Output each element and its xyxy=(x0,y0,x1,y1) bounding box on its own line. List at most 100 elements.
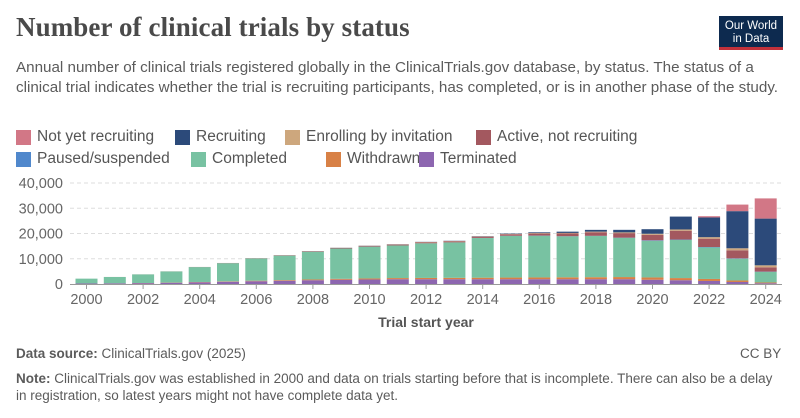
bar-segment-completed-2002 xyxy=(132,274,155,283)
bar-segment-completed-2005 xyxy=(217,263,239,282)
note-label: Note: xyxy=(16,371,51,386)
bar-segment-active-not-recruiting-2018 xyxy=(584,232,607,236)
x-tick-label: 2018 xyxy=(580,292,612,308)
bar-segment-terminated-2009 xyxy=(330,279,353,284)
bar-segment-terminated-2023 xyxy=(726,281,749,284)
bar-segment-active-not-recruiting-2024 xyxy=(754,267,777,272)
legend-swatch xyxy=(326,151,341,167)
bar-segment-completed-2008 xyxy=(301,251,324,280)
legend-swatch xyxy=(191,151,206,167)
bar-segment-withdrawn-2018 xyxy=(584,277,607,280)
bar-segment-enrolling-by-invitation-2022 xyxy=(698,237,721,239)
legend-item-withdrawn[interactable]: Withdrawn xyxy=(326,150,420,168)
legend-item-paused-suspended[interactable]: Paused/suspended xyxy=(16,150,170,168)
bar-segment-terminated-2007 xyxy=(273,280,296,284)
y-tick-label: 0 xyxy=(55,277,63,293)
x-tick-label: 2008 xyxy=(297,292,329,308)
y-tick-label: 30,000 xyxy=(19,201,63,217)
bar-segment-active-not-recruiting-2011 xyxy=(386,244,409,246)
bar-segment-active-not-recruiting-2023 xyxy=(726,250,749,259)
bar-segment-enrolling-by-invitation-2024 xyxy=(754,265,777,268)
bar-segment-completed-2000 xyxy=(75,278,98,284)
legend-item-not-yet-recruiting[interactable]: Not yet recruiting xyxy=(16,128,154,146)
bar-segment-terminated-2018 xyxy=(584,279,607,284)
legend-label: Not yet recruiting xyxy=(37,128,155,145)
bar-segment-terminated-2002 xyxy=(132,283,155,284)
bar-segment-withdrawn-2014 xyxy=(471,277,494,280)
bar-segment-withdrawn-2009 xyxy=(330,278,353,280)
bar-segment-active-not-recruiting-2010 xyxy=(358,245,381,247)
data-source: Data source: ClinicalTrials.gov (2025) xyxy=(16,346,246,361)
logo-line-1: Our World xyxy=(724,20,778,32)
bar-segment-not-yet-recruiting-2022 xyxy=(698,216,721,218)
bar-segment-recruiting-2024 xyxy=(754,218,777,266)
bar-segment-completed-2020 xyxy=(641,240,664,278)
x-tick-label: 2022 xyxy=(693,292,725,308)
bar-segment-completed-2023 xyxy=(726,258,749,281)
legend-item-recruiting[interactable]: Recruiting xyxy=(175,128,266,146)
bar-segment-recruiting-2016 xyxy=(528,232,551,234)
bar-segment-terminated-2021 xyxy=(669,280,692,284)
x-tick-label: 2016 xyxy=(523,292,555,308)
y-tick-label: 20,000 xyxy=(19,227,63,243)
legend-label: Enrolling by invitation xyxy=(306,128,453,145)
bar-segment-completed-2013 xyxy=(443,242,466,278)
bar-segment-enrolling-by-invitation-2019 xyxy=(613,232,636,234)
bar-segment-terminated-2003 xyxy=(160,282,183,284)
bar-segment-withdrawn-2021 xyxy=(669,278,692,281)
legend-item-enrolling-by-invitation[interactable]: Enrolling by invitation xyxy=(285,128,452,146)
bar-segment-terminated-2019 xyxy=(613,279,636,284)
source-link[interactable]: ClinicalTrials.gov (2025) xyxy=(101,346,246,361)
bar-segment-completed-2022 xyxy=(698,247,721,279)
bar-segment-withdrawn-2022 xyxy=(698,278,721,281)
source-label: Data source: xyxy=(16,346,98,361)
bar-segment-active-not-recruiting-2013 xyxy=(443,241,466,243)
bar-segment-enrolling-by-invitation-2023 xyxy=(726,248,749,251)
bar-segment-completed-2010 xyxy=(358,246,381,279)
bar-segment-active-not-recruiting-2015 xyxy=(500,234,522,236)
bar-segment-withdrawn-2006 xyxy=(245,280,268,282)
bar-segment-enrolling-by-invitation-2021 xyxy=(669,229,692,231)
bar-segment-terminated-2017 xyxy=(556,279,579,284)
bar-segment-active-not-recruiting-2009 xyxy=(330,247,353,249)
bar-segment-completed-2016 xyxy=(528,235,551,278)
bar-segment-completed-2012 xyxy=(415,243,438,278)
bar-segment-active-not-recruiting-2014 xyxy=(471,236,494,238)
bar-segment-withdrawn-2012 xyxy=(415,277,438,280)
legend-label: Active, not recruiting xyxy=(497,128,638,145)
legend-item-completed[interactable]: Completed xyxy=(191,150,287,168)
owid-logo[interactable]: Our World in Data xyxy=(719,16,783,50)
bar-segment-active-not-recruiting-2020 xyxy=(641,234,664,241)
x-tick-label: 2002 xyxy=(127,292,159,308)
bar-segment-recruiting-2020 xyxy=(641,229,664,234)
legend-swatch xyxy=(285,129,300,145)
bar-segment-enrolling-by-invitation-2018 xyxy=(584,231,607,233)
x-tick-label: 2012 xyxy=(410,292,442,308)
legend-item-active-not-recruiting[interactable]: Active, not recruiting xyxy=(476,128,637,146)
x-tick-label: 2006 xyxy=(240,292,272,308)
x-tick-label: 2014 xyxy=(467,292,499,308)
bar-segment-withdrawn-2024 xyxy=(754,282,777,284)
legend-label: Terminated xyxy=(440,150,517,167)
bar-segment-terminated-2011 xyxy=(386,279,409,284)
license[interactable]: CC BY xyxy=(740,346,782,361)
bar-segment-completed-2018 xyxy=(584,236,607,278)
bar-segment-terminated-2001 xyxy=(103,283,126,284)
bar-segment-recruiting-2017 xyxy=(556,231,579,233)
bar-segment-recruiting-2021 xyxy=(669,216,692,230)
bar-segment-recruiting-2023 xyxy=(726,211,749,249)
bar-segment-completed-2015 xyxy=(500,235,522,278)
bar-segment-completed-2009 xyxy=(330,248,353,279)
bar-segment-completed-2021 xyxy=(669,239,692,279)
legend-item-terminated[interactable]: Terminated xyxy=(419,150,517,168)
bar-segment-enrolling-by-invitation-2020 xyxy=(641,233,664,235)
legend-swatch xyxy=(419,151,434,167)
bar-segment-completed-2024 xyxy=(754,271,777,283)
bar-segment-terminated-2004 xyxy=(188,282,211,284)
bar-segment-terminated-2013 xyxy=(443,279,466,284)
bar-segment-enrolling-by-invitation-2017 xyxy=(556,232,579,234)
bar-segment-withdrawn-2015 xyxy=(500,277,522,280)
bar-segment-terminated-2014 xyxy=(471,279,494,284)
bar-segment-withdrawn-2020 xyxy=(641,277,664,280)
